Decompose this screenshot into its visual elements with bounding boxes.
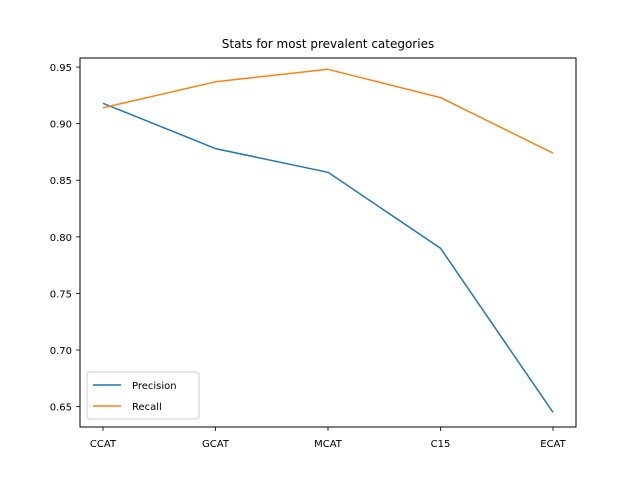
y-tick-label: 0.95 (50, 63, 72, 74)
y-tick-label: 0.75 (50, 289, 72, 300)
x-axis: CCAT GCAT MCAT C15 ECAT (90, 427, 567, 450)
legend-label-recall: Recall (132, 402, 162, 413)
legend-box (86, 371, 200, 420)
chart-title: Stats for most prevalent categories (222, 37, 434, 51)
x-tick-label: C15 (431, 439, 451, 450)
precision-line (102, 102, 554, 413)
y-tick-label: 0.80 (50, 233, 72, 244)
x-tick-label: CCAT (90, 439, 117, 450)
x-tick-label: MCAT (314, 439, 343, 450)
plot-frame (79, 57, 577, 428)
y-tick-label: 0.90 (50, 120, 72, 131)
y-axis: 0.65 0.70 0.75 0.80 0.85 0.90 0.95 (50, 63, 80, 414)
legend: Precision Recall (86, 371, 200, 420)
recall-line (102, 68, 554, 154)
y-tick-label: 0.65 (50, 403, 72, 414)
x-tick-label: ECAT (540, 439, 566, 450)
legend-label-precision: Precision (132, 381, 177, 392)
y-tick-label: 0.85 (50, 176, 72, 187)
series-layer (102, 68, 554, 413)
x-tick-label: GCAT (202, 439, 230, 450)
y-tick-label: 0.70 (50, 346, 72, 357)
